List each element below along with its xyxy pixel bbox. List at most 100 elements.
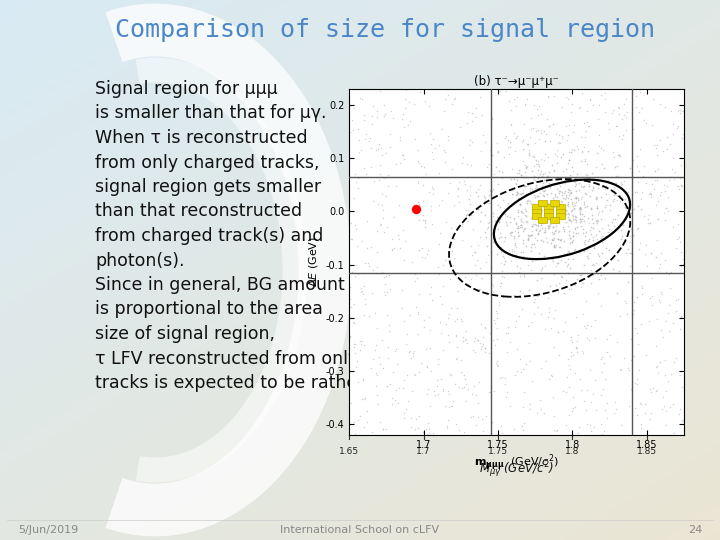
Point bbox=[562, 185, 574, 193]
Point bbox=[453, 383, 464, 391]
Point bbox=[560, 218, 572, 226]
Point bbox=[646, 300, 657, 309]
Point bbox=[567, 351, 579, 360]
Point bbox=[469, 333, 481, 342]
Point bbox=[462, 206, 474, 214]
Point bbox=[629, 352, 640, 361]
Point bbox=[413, 367, 425, 376]
Point bbox=[412, 157, 423, 165]
Point bbox=[492, 241, 503, 250]
Point bbox=[659, 402, 670, 410]
Bar bbox=[556, 213, 565, 219]
Point bbox=[534, 210, 545, 219]
Point bbox=[595, 302, 607, 310]
Point bbox=[390, 159, 402, 168]
Point bbox=[526, 178, 537, 186]
Point bbox=[537, 187, 549, 195]
Point bbox=[564, 333, 576, 342]
Point bbox=[427, 154, 438, 163]
Point bbox=[441, 217, 452, 226]
Point bbox=[444, 178, 456, 187]
Point bbox=[591, 235, 603, 244]
Point bbox=[387, 400, 398, 408]
Point bbox=[543, 198, 554, 207]
Point bbox=[547, 230, 559, 239]
Point bbox=[593, 130, 605, 139]
Point bbox=[551, 262, 562, 271]
Point bbox=[508, 129, 519, 137]
Point bbox=[602, 176, 613, 184]
Point bbox=[644, 219, 655, 227]
Point bbox=[492, 179, 503, 188]
Point bbox=[423, 245, 434, 254]
Point bbox=[632, 340, 644, 348]
Text: 24: 24 bbox=[688, 525, 702, 535]
Point bbox=[413, 146, 424, 154]
Point bbox=[540, 356, 552, 365]
Point bbox=[573, 205, 585, 214]
Point bbox=[634, 365, 645, 374]
Point bbox=[474, 285, 485, 293]
Point bbox=[553, 208, 564, 217]
Point bbox=[361, 217, 372, 225]
Point bbox=[578, 322, 590, 330]
Point bbox=[491, 357, 503, 366]
Point bbox=[565, 188, 577, 197]
Point bbox=[489, 315, 500, 324]
Point bbox=[440, 320, 451, 329]
Point bbox=[524, 404, 536, 413]
Point bbox=[590, 406, 602, 415]
Point bbox=[494, 190, 505, 198]
Point bbox=[413, 200, 424, 208]
Point bbox=[505, 138, 516, 147]
Point bbox=[588, 219, 599, 227]
Point bbox=[636, 281, 648, 290]
Point bbox=[585, 279, 597, 287]
Point bbox=[358, 111, 369, 120]
Point bbox=[537, 170, 549, 178]
Point bbox=[495, 279, 507, 287]
Point bbox=[660, 215, 671, 224]
Point bbox=[447, 261, 459, 269]
Point bbox=[516, 138, 528, 147]
Point bbox=[570, 213, 582, 222]
Point bbox=[667, 120, 679, 129]
Point bbox=[502, 212, 513, 220]
Bar bbox=[538, 200, 547, 206]
Point bbox=[585, 427, 597, 435]
Point bbox=[410, 302, 422, 311]
Point bbox=[665, 370, 676, 379]
Point bbox=[634, 399, 646, 407]
Point bbox=[465, 160, 477, 169]
Point bbox=[650, 387, 662, 395]
Point bbox=[667, 223, 678, 232]
Point bbox=[672, 122, 684, 130]
Point bbox=[462, 186, 473, 195]
Point bbox=[367, 197, 379, 205]
Point bbox=[625, 335, 636, 343]
Text: τ LFV reconstructed from only charged: τ LFV reconstructed from only charged bbox=[95, 349, 435, 368]
Point bbox=[404, 311, 415, 320]
Point bbox=[518, 209, 529, 218]
Point bbox=[560, 421, 572, 429]
Point bbox=[398, 317, 410, 326]
Point bbox=[518, 248, 529, 256]
Point bbox=[418, 197, 429, 206]
Point bbox=[596, 207, 608, 215]
Point bbox=[532, 192, 544, 200]
Point bbox=[535, 363, 546, 372]
Point bbox=[528, 199, 539, 208]
Point bbox=[534, 396, 546, 404]
Point bbox=[540, 233, 552, 242]
Point bbox=[528, 203, 539, 212]
Point bbox=[524, 356, 536, 365]
Point bbox=[585, 230, 597, 238]
Point bbox=[433, 240, 445, 248]
Point bbox=[634, 245, 645, 254]
Point bbox=[478, 197, 490, 206]
Point bbox=[536, 405, 547, 414]
Point bbox=[536, 166, 547, 175]
Text: $M_{\mu\gamma}$ (GeV/$c^2$): $M_{\mu\gamma}$ (GeV/$c^2$) bbox=[479, 460, 554, 480]
Point bbox=[632, 224, 644, 232]
Point bbox=[608, 222, 619, 231]
